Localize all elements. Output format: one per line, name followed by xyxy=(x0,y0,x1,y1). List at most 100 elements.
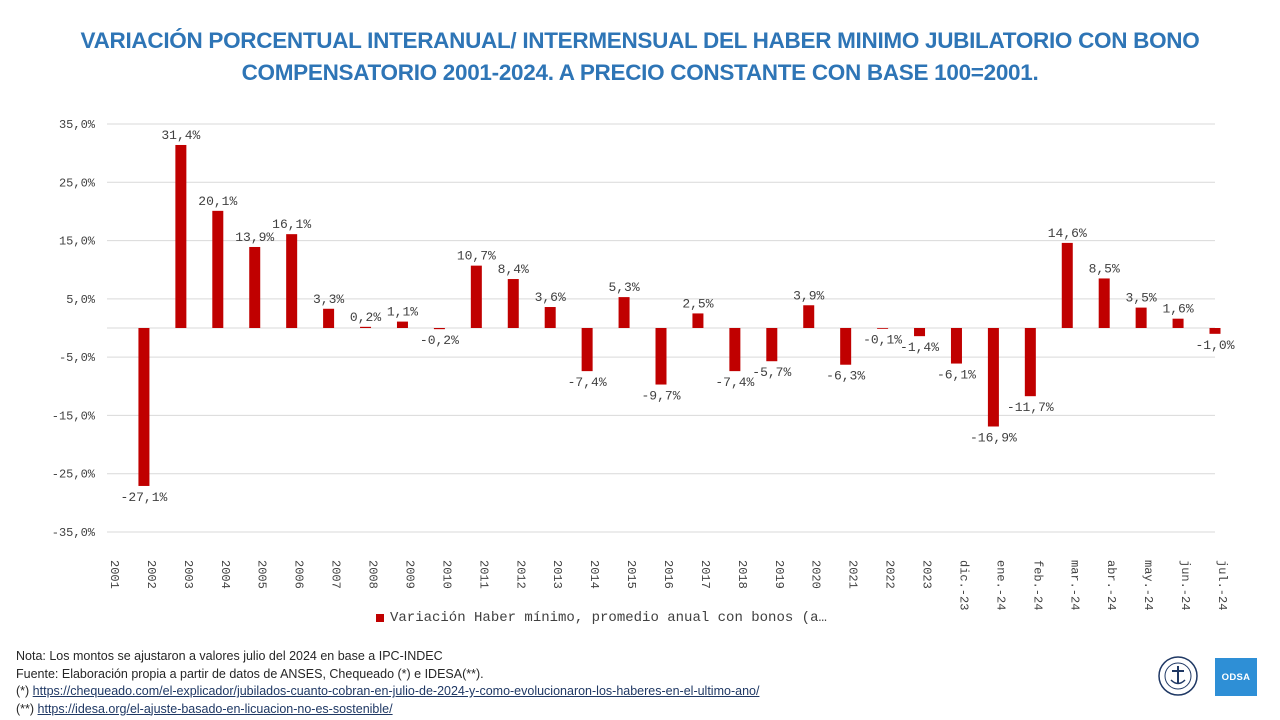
data-label: -6,3% xyxy=(826,369,865,384)
reference-1: (*) https://chequeado.com/el-explicador/… xyxy=(16,683,759,701)
bar xyxy=(914,328,926,337)
bar xyxy=(950,328,962,364)
data-label: 3,3% xyxy=(313,292,344,307)
chart-legend: Variación Haber mínimo, promedio anual c… xyxy=(376,610,827,626)
y-tick-label: 35,0% xyxy=(59,118,96,132)
data-label: -6,1% xyxy=(937,368,976,383)
bar xyxy=(1098,278,1110,328)
bar xyxy=(877,328,889,329)
data-label: 16,1% xyxy=(272,217,311,232)
x-tick-label: 2013 xyxy=(550,560,564,589)
bar xyxy=(840,328,852,365)
data-label: -0,2% xyxy=(420,333,459,348)
chart-title-line-2: COMPENSATORIO 2001-2024. A PRECIO CONSTA… xyxy=(241,60,1039,85)
data-label: 2,5% xyxy=(682,296,713,311)
x-tick-label: 2021 xyxy=(846,560,860,589)
x-tick-label: feb.-24 xyxy=(1030,560,1044,610)
x-tick-label: 2016 xyxy=(661,560,675,589)
x-tick-label: 2020 xyxy=(809,560,823,589)
x-tick-label: dic.-23 xyxy=(956,560,970,610)
x-tick-label: 2011 xyxy=(476,560,490,589)
bar xyxy=(175,144,187,328)
odsa-logo: ODSA xyxy=(1215,658,1257,696)
y-tick-label: 25,0% xyxy=(59,176,96,190)
footer-notes: Nota: Los montos se ajustaron a valores … xyxy=(16,648,759,718)
bar xyxy=(581,328,593,372)
bar xyxy=(766,328,778,362)
x-tick-label: 2006 xyxy=(292,560,306,589)
x-tick-label: 2003 xyxy=(181,560,195,589)
x-tick-label: 2014 xyxy=(587,560,601,589)
x-tick-label: 2007 xyxy=(329,560,343,589)
x-tick-label: 2015 xyxy=(624,560,638,589)
bar xyxy=(286,234,298,328)
data-label: 31,4% xyxy=(161,128,200,143)
bar xyxy=(396,321,408,328)
data-label: -0,1% xyxy=(863,333,902,348)
university-seal-logo xyxy=(1158,656,1198,696)
bar xyxy=(470,265,482,328)
bar xyxy=(544,307,556,328)
x-tick-label: mar.-24 xyxy=(1067,560,1081,610)
bar xyxy=(987,328,999,427)
bar xyxy=(1061,242,1073,328)
y-tick-label: 15,0% xyxy=(59,235,96,249)
data-label: 1,1% xyxy=(387,305,418,320)
bar xyxy=(323,308,335,328)
note-text: Nota: Los montos se ajustaron a valores … xyxy=(16,649,443,663)
x-tick-label: jul.-24 xyxy=(1215,560,1229,610)
x-tick-label: may.-24 xyxy=(1141,560,1155,610)
x-tick-label: 2004 xyxy=(218,560,232,589)
bar xyxy=(1209,328,1221,334)
bar xyxy=(433,328,445,330)
data-label: 8,5% xyxy=(1089,261,1120,276)
x-tick-label: 2019 xyxy=(772,560,786,589)
reference-1-link[interactable]: https://chequeado.com/el-explicador/jubi… xyxy=(32,684,760,698)
legend-label: Variación Haber mínimo, promedio anual c… xyxy=(390,610,827,626)
data-label: -27,1% xyxy=(121,490,168,505)
bar xyxy=(655,328,667,385)
bar xyxy=(507,279,519,328)
reference-2-link[interactable]: https://idesa.org/el-ajuste-basado-en-li… xyxy=(37,701,393,716)
x-tick-label: 2017 xyxy=(698,560,712,589)
bar xyxy=(803,305,815,328)
data-label: -1,0% xyxy=(1195,338,1234,353)
bar xyxy=(729,328,741,372)
bar xyxy=(692,313,704,328)
x-tick-label: 2023 xyxy=(920,560,934,589)
bar xyxy=(1024,328,1036,397)
data-label: 3,6% xyxy=(535,290,566,305)
legend-swatch xyxy=(376,614,384,622)
data-label: 3,9% xyxy=(793,288,824,303)
x-tick-label: 2005 xyxy=(255,560,269,589)
x-tick-label: 2022 xyxy=(883,560,897,589)
data-label: 0,2% xyxy=(350,310,381,325)
y-tick-label: -35,0% xyxy=(52,526,96,540)
x-tick-label: 2001 xyxy=(107,560,121,589)
x-tick-label: jun.-24 xyxy=(1178,560,1192,610)
x-tick-label: 2010 xyxy=(439,560,453,589)
y-tick-label: -5,0% xyxy=(59,351,96,365)
x-tick-label: 2002 xyxy=(144,560,158,589)
data-label: 5,3% xyxy=(608,280,639,295)
x-tick-label: 2018 xyxy=(735,560,749,589)
bar xyxy=(1172,318,1184,328)
y-tick-label: -25,0% xyxy=(52,468,96,482)
data-label: 8,4% xyxy=(498,262,529,277)
x-tick-label: abr.-24 xyxy=(1104,560,1118,610)
bar xyxy=(618,297,630,328)
bar xyxy=(138,328,150,486)
data-label: 20,1% xyxy=(198,194,237,209)
data-label: 1,6% xyxy=(1162,302,1193,317)
x-tick-label: ene.-24 xyxy=(993,560,1007,610)
data-label: 10,7% xyxy=(457,249,496,264)
bar xyxy=(1135,307,1147,328)
reference-2-prefix: (**) xyxy=(16,701,38,716)
data-label: -7,4% xyxy=(568,375,607,390)
bar xyxy=(249,246,261,328)
reference-2: (**) https://idesa.org/el-ajuste-basado-… xyxy=(16,701,759,719)
data-label: -5,7% xyxy=(752,365,791,380)
y-tick-label: 5,0% xyxy=(66,293,96,307)
chart-title: VARIACIÓN PORCENTUAL INTERANUAL/ INTERME… xyxy=(40,25,1240,89)
